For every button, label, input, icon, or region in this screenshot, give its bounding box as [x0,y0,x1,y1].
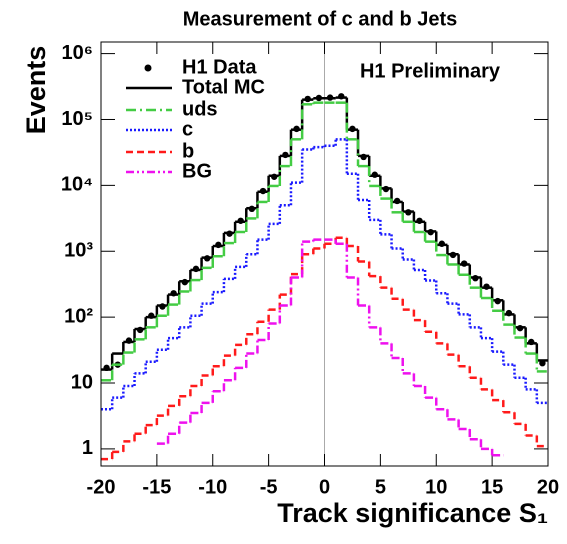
y-tick-label: 10³ [64,240,93,262]
y-tick-label: 1 [82,437,93,459]
y-tick-label: 10⁵ [61,108,93,130]
x-axis-label: Track significance S₁ [277,498,548,528]
y-tick-label: 10⁴ [61,174,93,196]
x-tick-label: 15 [481,476,503,498]
x-tick-label: 0 [319,476,330,498]
x-tick-label: 20 [537,476,559,498]
legend-label: uds [182,98,218,120]
x-tick-label: -10 [198,476,227,498]
x-tick-label: -20 [87,476,116,498]
legend-label: H1 Data [182,56,257,78]
x-tick-label: -15 [142,476,171,498]
y-tick-label: 10² [64,305,93,327]
y-tick-label: 10⁶ [62,42,93,64]
legend-label: BG [182,160,212,182]
annotation: H1 Preliminary [360,60,501,82]
legend-label: Total MC [182,76,265,98]
y-tick-label: 10 [71,371,93,393]
x-tick-label: 5 [375,476,386,498]
y-axis-label: Events [21,46,51,135]
plot-frame [100,41,549,467]
legend-label: c [182,118,193,140]
x-tick-label: 10 [425,476,447,498]
chart-title: Measurement of c and b Jets [183,8,458,30]
legend-label: b [182,140,194,162]
legend-marker [144,64,152,72]
x-tick-label: -5 [260,476,278,498]
